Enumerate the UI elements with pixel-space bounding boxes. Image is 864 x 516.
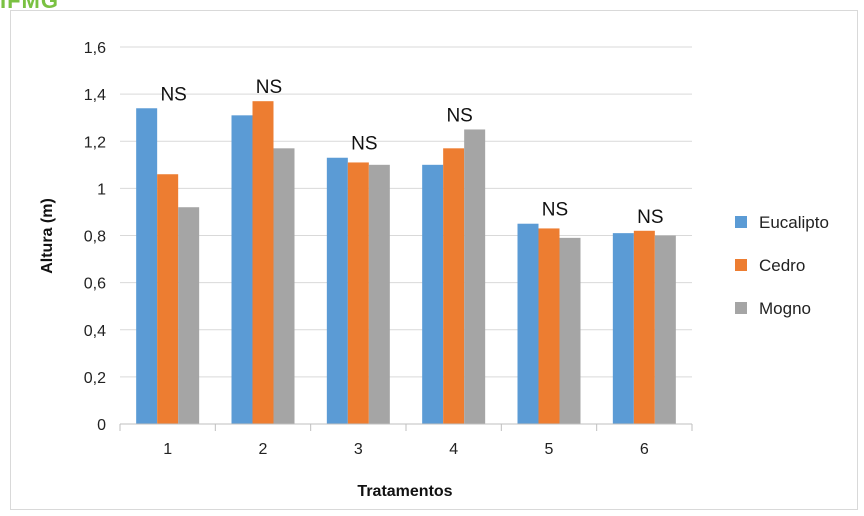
x-tick-label: 5 <box>545 441 554 458</box>
bar-eucalipto-4 <box>422 164 444 424</box>
bar-mogno-6 <box>654 235 676 424</box>
bar-eucalipto-1 <box>136 108 158 424</box>
legend-swatch <box>735 216 747 228</box>
legend-swatch <box>735 259 747 271</box>
bar-eucalipto-5 <box>517 223 539 424</box>
top-banner: IFMG <box>0 0 864 10</box>
legend: Eucalipto Cedro Mogno <box>735 213 829 318</box>
tick-labels: 0 0,2 0,4 0,6 0,8 1 1,2 1,4 1,6 1 2 3 4 5 6 <box>84 40 649 458</box>
x-axis-title: Tratamentos <box>357 483 452 500</box>
bar-cedro-1 <box>157 174 179 424</box>
y-tick-label: 0,4 <box>84 323 106 340</box>
bars <box>136 101 676 425</box>
x-tick-label: 3 <box>354 441 363 458</box>
bar-cedro-4 <box>443 148 465 424</box>
legend-swatch <box>735 302 747 314</box>
y-tick-label: 1,4 <box>84 87 106 104</box>
banner-logo: IFMG <box>0 0 59 10</box>
y-tick-label: 0,8 <box>84 229 106 246</box>
bar-cedro-5 <box>538 228 560 424</box>
gridlines <box>120 46 692 378</box>
legend-label: Eucalipto <box>759 213 829 232</box>
bar-cedro-2 <box>252 101 274 424</box>
axes <box>119 423 693 431</box>
y-tick-label: 1,2 <box>84 134 106 151</box>
y-tick-label: 0,2 <box>84 370 106 387</box>
ns-annotation: NS <box>256 77 282 98</box>
ns-annotation: NS <box>637 207 663 228</box>
ns-annotations: NS NS NS NS NS NS <box>160 77 663 228</box>
bar-mogno-3 <box>368 164 390 424</box>
y-axis-title: Altura (m) <box>39 198 56 274</box>
legend-label: Cedro <box>759 256 805 275</box>
y-tick-label: 1 <box>97 181 106 198</box>
x-tick-label: 4 <box>449 441 458 458</box>
y-tick-label: 0 <box>97 417 106 434</box>
bar-mogno-1 <box>178 207 200 424</box>
bar-eucalipto-3 <box>326 157 348 424</box>
ns-annotation: NS <box>542 200 568 221</box>
y-tick-label: 0,6 <box>84 276 106 293</box>
legend-label: Mogno <box>759 299 811 318</box>
x-tick-label: 1 <box>163 441 172 458</box>
bar-eucalipto-6 <box>612 233 634 424</box>
bar-mogno-4 <box>464 129 486 424</box>
x-tick-label: 6 <box>640 441 649 458</box>
bar-mogno-5 <box>559 237 581 424</box>
bar-cedro-3 <box>347 162 369 425</box>
ns-annotation: NS <box>160 84 186 105</box>
x-tick-label: 2 <box>259 441 268 458</box>
bar-eucalipto-2 <box>231 115 253 425</box>
bar-cedro-6 <box>633 230 655 424</box>
y-tick-label: 1,6 <box>84 40 106 57</box>
ns-annotation: NS <box>446 105 472 126</box>
bar-mogno-2 <box>273 148 295 424</box>
ns-annotation: NS <box>351 134 377 155</box>
